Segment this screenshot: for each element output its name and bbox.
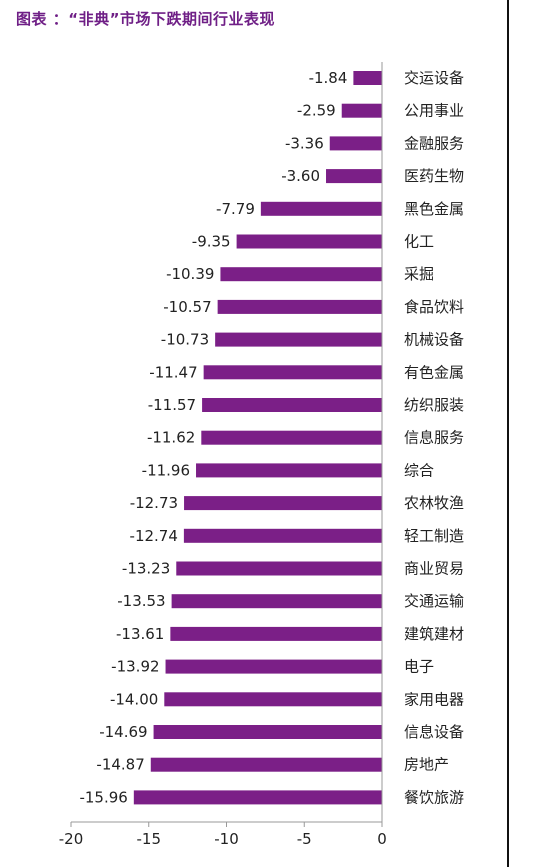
bar bbox=[171, 594, 382, 609]
category-label: 农林牧渔 bbox=[404, 494, 464, 512]
bar bbox=[153, 725, 382, 739]
bar bbox=[201, 430, 382, 445]
x-tick-label: 0 bbox=[377, 830, 387, 848]
value-label: -10.73 bbox=[161, 331, 209, 349]
category-label: 轻工制造 bbox=[404, 527, 464, 545]
value-label: -10.39 bbox=[166, 265, 214, 283]
category-label: 金融服务 bbox=[404, 134, 464, 152]
bar bbox=[353, 71, 382, 85]
bar bbox=[176, 561, 382, 576]
value-label: -7.79 bbox=[216, 200, 255, 218]
bar bbox=[165, 659, 382, 674]
category-label: 黑色金属 bbox=[404, 200, 464, 218]
category-label: 机械设备 bbox=[404, 331, 464, 349]
category-label: 公用事业 bbox=[404, 102, 464, 120]
value-label: -11.96 bbox=[142, 461, 190, 479]
bar bbox=[326, 169, 382, 184]
bar bbox=[220, 267, 382, 282]
value-label: -11.62 bbox=[147, 429, 195, 447]
bar bbox=[329, 136, 382, 151]
value-label: -11.47 bbox=[149, 363, 197, 381]
x-tick-label: -10 bbox=[214, 830, 239, 848]
bar bbox=[150, 757, 382, 772]
value-label: -10.57 bbox=[163, 298, 211, 316]
value-label: -13.61 bbox=[116, 625, 164, 643]
category-label: 信息服务 bbox=[404, 429, 464, 447]
category-label: 医药生物 bbox=[404, 167, 464, 185]
right-border-line bbox=[507, 0, 509, 867]
category-label: 商业贸易 bbox=[404, 560, 464, 578]
category-label: 交通运输 bbox=[404, 592, 464, 610]
category-label: 信息设备 bbox=[404, 723, 464, 741]
category-label: 餐饮旅游 bbox=[404, 788, 464, 806]
bar bbox=[260, 201, 382, 216]
value-label: -1.84 bbox=[309, 69, 348, 87]
category-label: 交运设备 bbox=[404, 69, 464, 87]
category-label: 电子 bbox=[404, 658, 434, 676]
x-tick-label: -20 bbox=[59, 830, 84, 848]
bar bbox=[184, 496, 382, 511]
value-label: -3.36 bbox=[285, 134, 324, 152]
value-label: -12.73 bbox=[130, 494, 178, 512]
category-label: 有色金属 bbox=[404, 363, 464, 381]
value-label: -9.35 bbox=[192, 233, 231, 251]
value-label: -13.53 bbox=[117, 592, 165, 610]
value-label: -14.87 bbox=[96, 756, 144, 774]
x-tick-label: -15 bbox=[137, 830, 162, 848]
category-label: 采掘 bbox=[404, 265, 434, 283]
category-label: 纺织服装 bbox=[404, 396, 464, 414]
value-label: -13.92 bbox=[111, 658, 159, 676]
value-label: -12.74 bbox=[130, 527, 178, 545]
value-label: -13.23 bbox=[122, 560, 170, 578]
bar bbox=[196, 463, 382, 478]
value-label: -14.00 bbox=[110, 690, 158, 708]
x-tick-label: -5 bbox=[297, 830, 312, 848]
chart-title: 图表 ：“非典”市场下跌期间行业表现 bbox=[16, 10, 275, 28]
category-label: 建筑建材 bbox=[404, 625, 464, 643]
bar bbox=[164, 692, 382, 707]
bar bbox=[202, 398, 382, 412]
bar bbox=[183, 528, 382, 543]
value-label: -2.59 bbox=[297, 102, 336, 120]
category-label: 房地产 bbox=[404, 756, 449, 774]
value-label: -14.69 bbox=[99, 723, 147, 741]
category-label: 综合 bbox=[404, 461, 434, 479]
bar bbox=[215, 332, 382, 347]
category-label: 家用电器 bbox=[404, 690, 464, 708]
bar bbox=[133, 790, 382, 805]
bar bbox=[341, 103, 382, 118]
value-label: -11.57 bbox=[148, 396, 196, 414]
value-label: -15.96 bbox=[79, 788, 127, 806]
category-label: 食品饮料 bbox=[404, 298, 464, 316]
category-label: 化工 bbox=[404, 233, 434, 251]
value-label: -3.60 bbox=[281, 167, 320, 185]
bar bbox=[203, 365, 382, 380]
bar bbox=[236, 234, 382, 249]
bar bbox=[170, 626, 382, 641]
bar bbox=[217, 299, 382, 314]
